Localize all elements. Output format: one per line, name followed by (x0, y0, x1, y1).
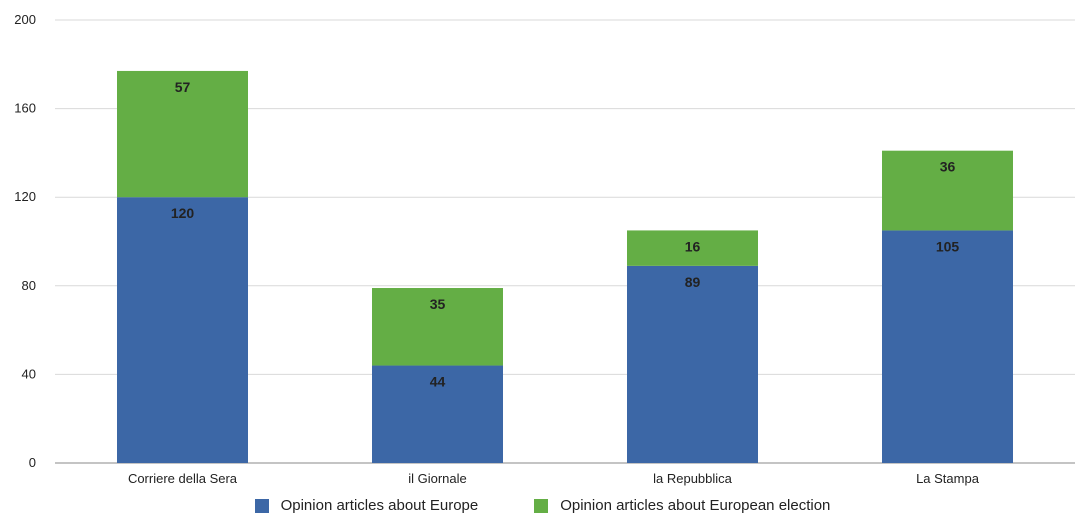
chart-plot-area: 0 40 80 120 160 200 120 57 Corriere della Sera 44… (14, 12, 1075, 486)
y-tick-label-80: 80 (22, 278, 36, 293)
bar-europe-0 (117, 197, 248, 463)
data-label-europe-1: 44 (430, 374, 446, 390)
data-label-europe-3: 105 (936, 238, 960, 254)
bar-european-election-3 (882, 150, 1013, 231)
x-tick-label-2: la Repubblica (653, 471, 733, 486)
bar-europe-2 (627, 265, 758, 463)
data-label-european-election-3: 36 (940, 159, 956, 175)
data-label-europe-2: 89 (685, 274, 701, 290)
y-tick-label-40: 40 (22, 366, 36, 381)
y-tick-label-160: 160 (14, 101, 36, 116)
bar-europe-3 (882, 230, 1013, 463)
legend-swatch-europe (254, 498, 269, 513)
legend-item-europe: Opinion articles about Europe (254, 497, 479, 514)
bar-europe-1 (372, 365, 503, 463)
legend-label-europe: Opinion articles about Europe (280, 497, 479, 514)
legend-swatch-european-election (534, 498, 549, 513)
data-label-europe-0: 120 (171, 205, 195, 221)
x-tick-label-1: il Giornale (408, 471, 467, 486)
legend-label-european-election: Opinion articles about European election (560, 497, 831, 514)
bar-european-election-2 (627, 230, 758, 266)
y-tick-label-120: 120 (14, 189, 36, 204)
bar-european-election-0 (117, 70, 248, 198)
data-label-european-election-2: 16 (685, 238, 701, 254)
chart-legend: Opinion articles about Europe Opinion ar… (0, 497, 1085, 514)
data-label-european-election-0: 57 (175, 79, 191, 95)
legend-item-european-election: Opinion articles about European election (534, 497, 830, 514)
x-tick-label-0: Corriere della Sera (128, 471, 238, 486)
data-label-european-election-1: 35 (430, 296, 446, 312)
y-tick-label-0: 0 (29, 455, 36, 470)
x-tick-label-3: La Stampa (916, 471, 980, 486)
bar-european-election-1 (372, 288, 503, 366)
y-tick-label-200: 200 (14, 12, 36, 27)
